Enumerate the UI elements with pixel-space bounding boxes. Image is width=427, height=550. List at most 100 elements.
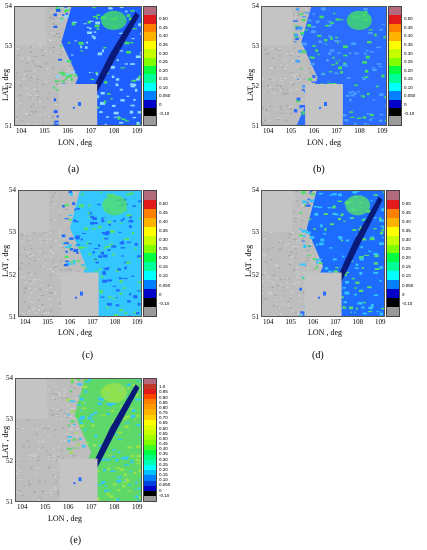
colorbar-tick-label: 0.75 bbox=[159, 410, 168, 416]
x-tick-label: 108 bbox=[109, 318, 121, 326]
colorbar-swatch bbox=[144, 262, 156, 272]
colorbar-tick-label: 0.40 bbox=[159, 219, 168, 225]
colorbar-tick-label: 0.35 bbox=[159, 42, 168, 47]
colorbar-swatch bbox=[389, 40, 401, 50]
colorbar-swatch bbox=[387, 208, 399, 218]
panel-d: LAT , deg LON , deg (d) 0.50 0.45 0.40 0.35… bbox=[213, 185, 427, 365]
x-tick-label: 109 bbox=[132, 318, 143, 326]
colorbar-swatch bbox=[144, 108, 156, 117]
colorbar-tick-label: 0.25 bbox=[159, 59, 168, 65]
colorbar-tick-label: 0.40 bbox=[402, 219, 411, 225]
colorbar-tick-label: 0.050 bbox=[159, 482, 171, 488]
colorbar-tick-label: 0.50 bbox=[402, 200, 411, 206]
colorbar-tick-label: 0.15 bbox=[404, 76, 413, 82]
y-tick-label: 51 bbox=[5, 122, 12, 130]
y-tick-label: 53 bbox=[252, 228, 259, 237]
colorbar-swatch bbox=[144, 470, 156, 476]
colorbar-swatch bbox=[144, 99, 156, 109]
map-image-e bbox=[15, 378, 142, 502]
map-texture bbox=[261, 190, 385, 317]
colorbar-swatch bbox=[144, 384, 156, 390]
colorbar-tick-label: 0.050 bbox=[159, 93, 171, 99]
x-tick-label: 106 bbox=[62, 127, 73, 135]
colorbar-tick-label: 0.50 bbox=[159, 16, 168, 22]
colorbar-tick-label: 0 bbox=[159, 487, 162, 493]
colorbar-tick-label: 0.15 bbox=[159, 76, 168, 82]
colorbar-swatch bbox=[144, 429, 156, 435]
colorbar-tick-label: 0.15 bbox=[402, 264, 411, 270]
colorbar-swatch bbox=[387, 217, 399, 227]
colorbar-swatch bbox=[389, 23, 401, 33]
colorbar-tick-label: 0.050 bbox=[402, 282, 414, 288]
colorbar-tick-label: 1.0 bbox=[159, 384, 166, 390]
colorbar-swatch bbox=[389, 99, 401, 109]
caption-a: (a) bbox=[68, 164, 80, 175]
colorbar-tick-label: 0.80 bbox=[159, 404, 168, 410]
colorbar-swatch bbox=[144, 445, 156, 451]
colorbar-swatch bbox=[389, 15, 401, 24]
map-image-d bbox=[261, 190, 385, 317]
colorbar-tick-label: 0.95 bbox=[159, 389, 168, 395]
map-image-c bbox=[18, 190, 142, 317]
colorbar-swatch bbox=[144, 208, 156, 218]
colorbar-swatch bbox=[144, 191, 156, 200]
colorbar-swatch bbox=[389, 49, 401, 58]
colorbar-tick-label: 0.35 bbox=[159, 451, 168, 457]
x-tick-label: 109 bbox=[375, 318, 386, 326]
colorbar-swatch bbox=[144, 306, 156, 316]
colorbar-swatch bbox=[144, 424, 156, 430]
colorbar-swatch bbox=[387, 271, 399, 281]
caption-c: (c) bbox=[82, 350, 94, 361]
y-tick-label: 52 bbox=[252, 82, 259, 90]
x-tick-label: 105 bbox=[40, 503, 51, 511]
colorbar-swatch bbox=[144, 495, 156, 501]
panel-b: LAT , deg LON , deg (b) 0.50 0.45 0.40 0.35… bbox=[213, 0, 427, 180]
colorbar-tick-label: 0.40 bbox=[159, 33, 168, 39]
x-tick-label: 107 bbox=[85, 127, 97, 135]
colorbar-swatch bbox=[144, 490, 156, 496]
colorbar-tick-label: 0.50 bbox=[159, 435, 168, 441]
colorbar-swatch bbox=[144, 289, 156, 299]
colorbar-swatch bbox=[144, 65, 156, 75]
colorbar-tick-label: -0.10 bbox=[402, 300, 413, 306]
colorbar-swatch bbox=[387, 253, 399, 263]
colorbar-tick-label: 0.70 bbox=[159, 415, 168, 421]
colorbar-swatch bbox=[389, 74, 401, 83]
colorbar-tick-label: 0.35 bbox=[159, 228, 168, 234]
colorbar-swatch bbox=[387, 298, 399, 307]
colorbar-swatch bbox=[144, 226, 156, 236]
x-tick-label: 109 bbox=[132, 503, 143, 511]
x-axis-label-a: LON , deg bbox=[58, 138, 92, 147]
colorbar-tick-label: 0.20 bbox=[159, 67, 168, 73]
x-tick-label: 106 bbox=[308, 127, 320, 135]
x-tick-label: 105 bbox=[39, 127, 50, 135]
colorbar-tick-label: 0.45 bbox=[159, 24, 168, 30]
colorbar-swatch bbox=[389, 57, 401, 66]
x-tick-label: 109 bbox=[132, 127, 143, 135]
y-tick-label: 51 bbox=[252, 122, 259, 130]
y-tick-label: 54 bbox=[252, 2, 259, 10]
x-tick-label: 104 bbox=[20, 318, 31, 326]
colorbar-swatch bbox=[144, 74, 156, 83]
y-tick-label: 53 bbox=[9, 228, 16, 237]
y-tick-label: 51 bbox=[6, 498, 13, 506]
colorbar-e bbox=[143, 378, 157, 502]
colorbar-a bbox=[143, 6, 157, 126]
colorbar-tick-label: 0.40 bbox=[159, 446, 168, 452]
colorbar-swatch bbox=[144, 15, 156, 24]
x-tick-label: 105 bbox=[285, 127, 297, 135]
colorbar-swatch bbox=[144, 235, 156, 245]
colorbar-swatch bbox=[387, 244, 399, 254]
x-tick-label: 107 bbox=[86, 503, 97, 511]
x-axis-label-c: LON , deg bbox=[58, 328, 92, 337]
colorbar-tick-label: 0.20 bbox=[159, 255, 168, 261]
colorbar-swatch bbox=[144, 199, 156, 209]
x-tick-label: 109 bbox=[377, 127, 388, 135]
colorbar-swatch bbox=[389, 32, 401, 41]
colorbar-swatch bbox=[389, 65, 401, 75]
colorbar-swatch bbox=[144, 91, 156, 100]
colorbar-tick-label: 0.50 bbox=[404, 16, 413, 22]
colorbar-tick-label: 0.10 bbox=[404, 84, 413, 90]
colorbar-swatch bbox=[144, 480, 156, 486]
map-image-a bbox=[14, 6, 142, 126]
